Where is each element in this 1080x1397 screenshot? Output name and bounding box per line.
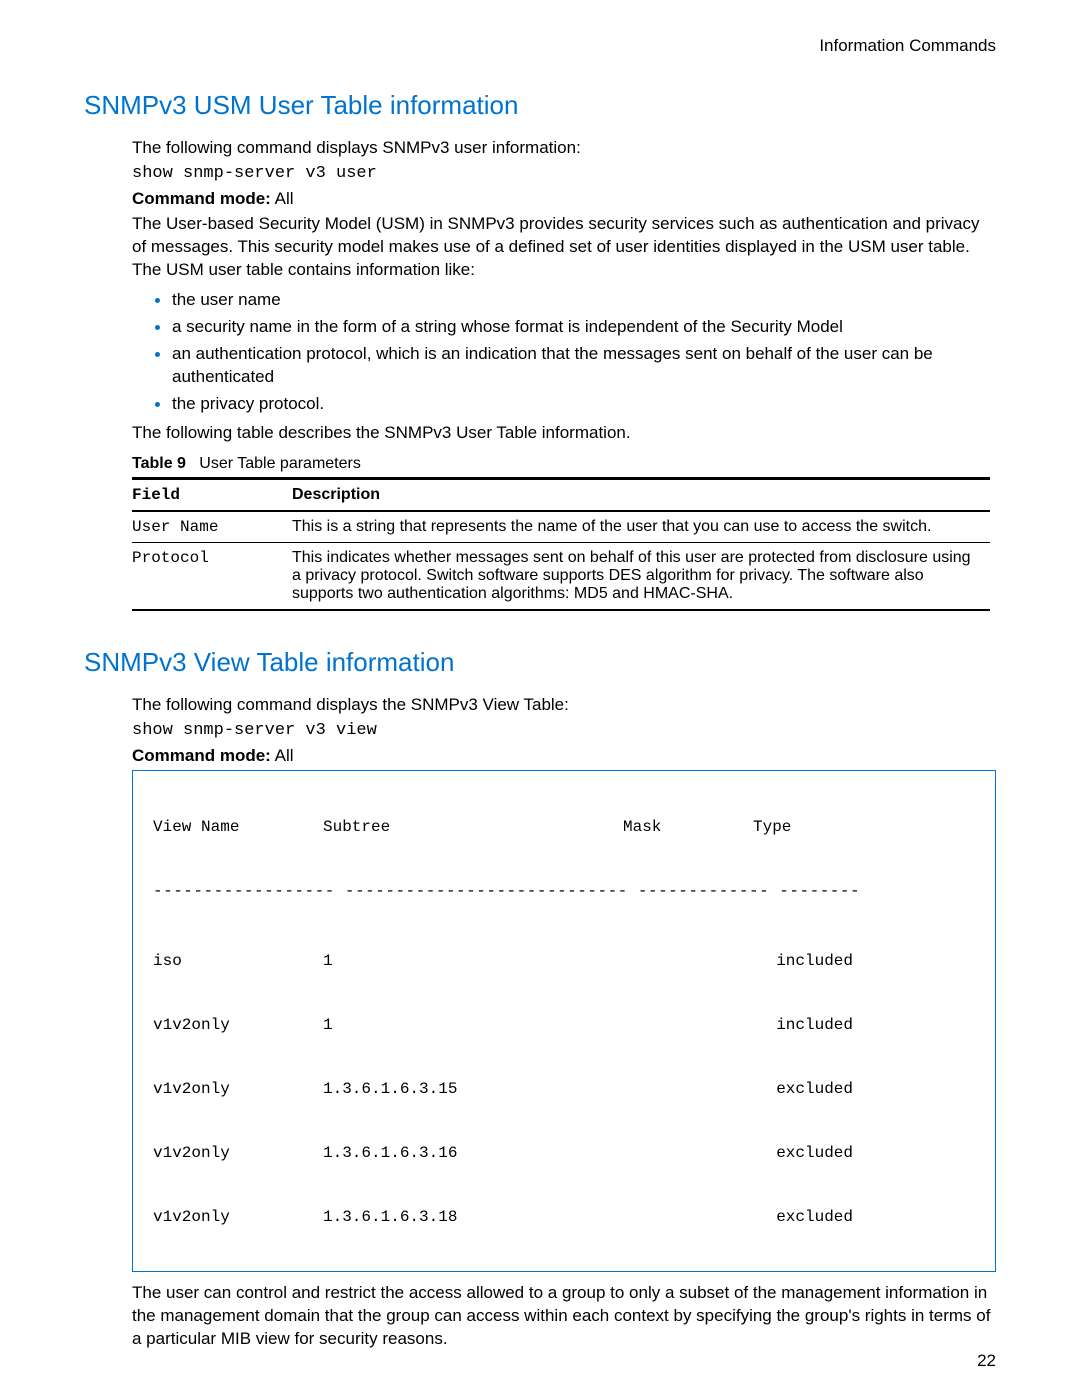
section2-intro: The following command displays the SNMPv… xyxy=(132,694,996,717)
vr-name: v1v2only xyxy=(153,1137,323,1169)
vh-type: Type xyxy=(753,811,853,843)
view-row: v1v2only1.3.6.1.6.3.16 excluded xyxy=(153,1137,975,1169)
section1-bullets: the user name a security name in the for… xyxy=(144,286,996,417)
view-dashes: ------------------ ---------------------… xyxy=(153,875,975,907)
section1-mode-label: Command mode: xyxy=(132,189,271,208)
section2-title: SNMPv3 View Table information xyxy=(84,647,996,678)
vr-type: included xyxy=(753,945,853,977)
section1-command: show snmp-server v3 user xyxy=(132,164,996,183)
vr-name: v1v2only xyxy=(153,1073,323,1105)
vr-sub: 1.3.6.1.6.3.18 xyxy=(323,1201,623,1233)
view-header-row: View NameSubtreeMaskType xyxy=(153,811,975,843)
th-field: Field xyxy=(132,479,292,512)
section1-title: SNMPv3 USM User Table information xyxy=(84,90,996,121)
vr-type: included xyxy=(753,1009,853,1041)
header-breadcrumb: Information Commands xyxy=(84,36,996,56)
cell-field: User Name xyxy=(132,511,292,543)
section1-mode: Command mode: All xyxy=(132,189,996,209)
table-row: Protocol This indicates whether messages… xyxy=(132,543,990,611)
vr-sub: 1 xyxy=(323,1009,623,1041)
cell-field: Protocol xyxy=(132,543,292,611)
vr-sub: 1 xyxy=(323,945,623,977)
vr-type: excluded xyxy=(753,1137,853,1169)
section1-intro: The following command displays SNMPv3 us… xyxy=(132,137,996,160)
list-item: an authentication protocol, which is an … xyxy=(172,340,996,390)
user-table: Field Description User Name This is a st… xyxy=(132,477,990,611)
table-caption-label: Table 9 xyxy=(132,455,186,472)
section2-mode-value: All xyxy=(275,746,294,765)
vh-sub: Subtree xyxy=(323,811,623,843)
vr-mask xyxy=(623,945,753,977)
section1-para1: The User-based Security Model (USM) in S… xyxy=(132,213,996,282)
table-caption-text: User Table parameters xyxy=(199,455,361,472)
vr-name: v1v2only xyxy=(153,1009,323,1041)
vr-mask xyxy=(623,1009,753,1041)
section1-para2: The following table describes the SNMPv3… xyxy=(132,422,996,445)
vr-mask xyxy=(623,1201,753,1233)
vr-mask xyxy=(623,1073,753,1105)
vh-mask: Mask xyxy=(623,811,753,843)
th-description: Description xyxy=(292,479,990,512)
section2-command: show snmp-server v3 view xyxy=(132,721,996,740)
cell-desc: This is a string that represents the nam… xyxy=(292,511,990,543)
list-item: the user name xyxy=(172,286,996,313)
view-table-output: View NameSubtreeMaskType ---------------… xyxy=(132,770,996,1272)
view-row: v1v2only1 included xyxy=(153,1009,975,1041)
table-row: User Name This is a string that represen… xyxy=(132,511,990,543)
view-row: v1v2only1.3.6.1.6.3.18 excluded xyxy=(153,1201,975,1233)
page-number: 22 xyxy=(977,1351,996,1371)
vr-name: iso xyxy=(153,945,323,977)
section2-para-after: The user can control and restrict the ac… xyxy=(132,1282,996,1351)
vr-type: excluded xyxy=(753,1201,853,1233)
cell-desc: This indicates whether messages sent on … xyxy=(292,543,990,611)
view-row: iso1 included xyxy=(153,945,975,977)
vr-mask xyxy=(623,1137,753,1169)
vr-sub: 1.3.6.1.6.3.16 xyxy=(323,1137,623,1169)
section2-mode: Command mode: All xyxy=(132,746,996,766)
view-row: v1v2only1.3.6.1.6.3.15 excluded xyxy=(153,1073,975,1105)
list-item: the privacy protocol. xyxy=(172,390,996,417)
section1-mode-value: All xyxy=(275,189,294,208)
vr-type: excluded xyxy=(753,1073,853,1105)
vr-sub: 1.3.6.1.6.3.15 xyxy=(323,1073,623,1105)
table-caption: Table 9 User Table parameters xyxy=(132,455,996,473)
section2-mode-label: Command mode: xyxy=(132,746,271,765)
vr-name: v1v2only xyxy=(153,1201,323,1233)
page-container: Information Commands SNMPv3 USM User Tab… xyxy=(0,0,1080,1397)
vh-name: View Name xyxy=(153,811,323,843)
list-item: a security name in the form of a string … xyxy=(172,313,996,340)
